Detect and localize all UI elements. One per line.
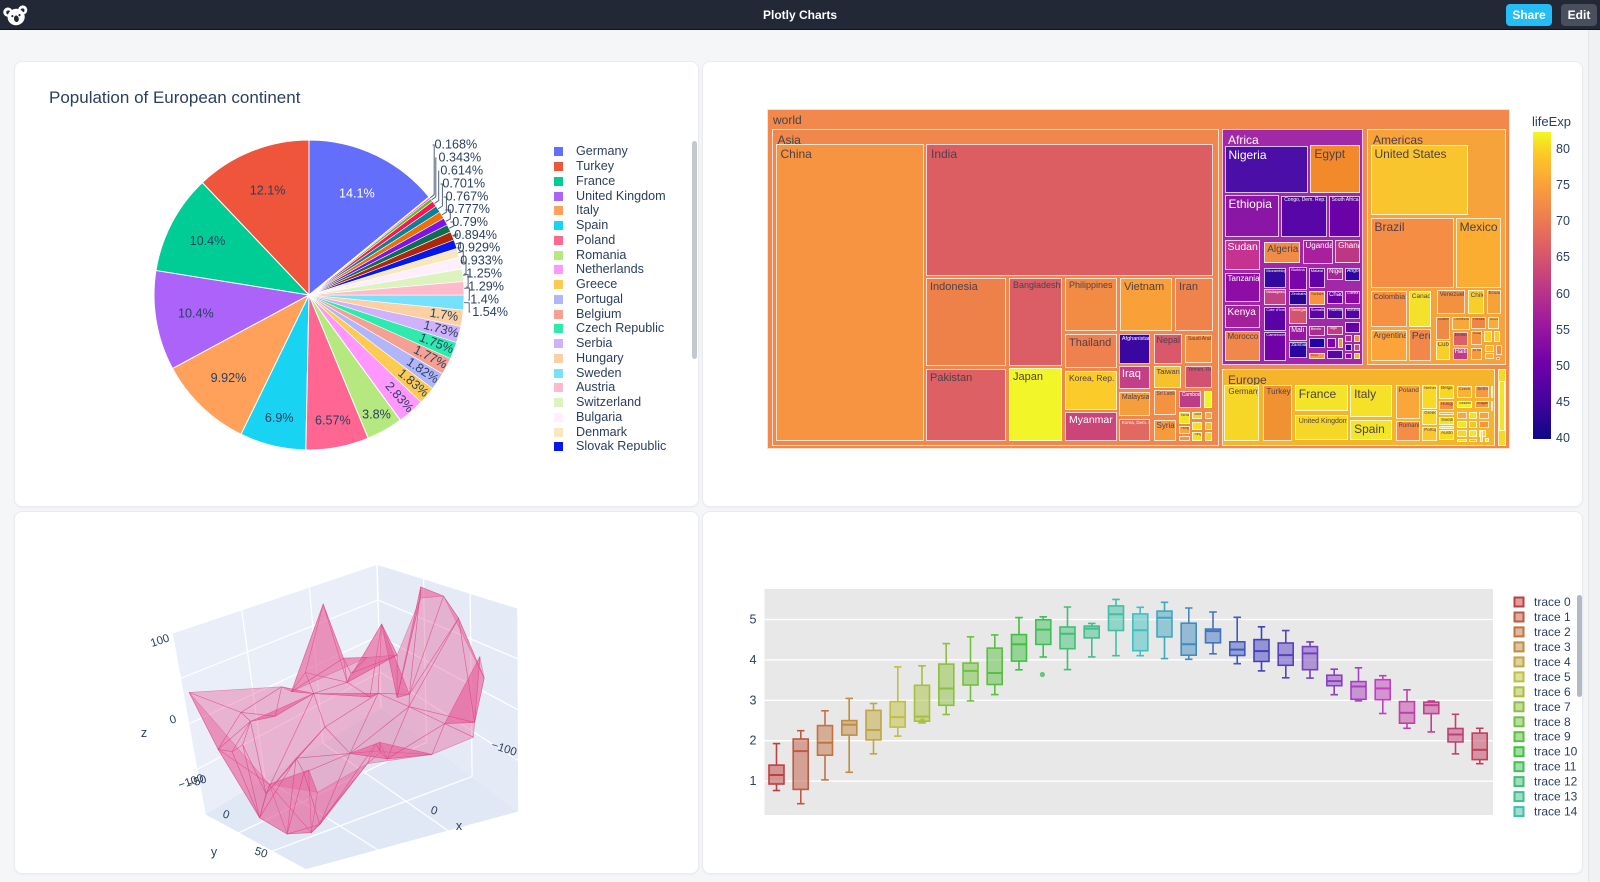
svg-text:12.1%: 12.1% — [250, 184, 286, 198]
svg-text:0.777%: 0.777% — [447, 202, 490, 216]
svg-text:0.894%: 0.894% — [454, 228, 497, 242]
svg-text:14.1%: 14.1% — [339, 187, 375, 201]
svg-text:trace 5: trace 5 — [1534, 670, 1571, 684]
svg-text:trace 0: trace 0 — [1534, 595, 1571, 609]
svg-text:3.8%: 3.8% — [362, 408, 391, 422]
svg-text:0.929%: 0.929% — [458, 240, 501, 254]
svg-text:trace 3: trace 3 — [1534, 640, 1571, 654]
svg-text:1.4%: 1.4% — [470, 292, 499, 306]
svg-text:100: 100 — [149, 632, 171, 649]
svg-text:10.4%: 10.4% — [190, 234, 226, 248]
svg-text:trace 13: trace 13 — [1534, 790, 1578, 804]
svg-text:z: z — [141, 726, 147, 740]
svg-text:trace 1: trace 1 — [1534, 610, 1571, 624]
svg-text:trace 7: trace 7 — [1534, 700, 1571, 714]
svg-text:trace 12: trace 12 — [1534, 775, 1578, 789]
svg-text:trace 9: trace 9 — [1534, 730, 1571, 744]
svg-text:0: 0 — [221, 808, 231, 821]
svg-text:1.25%: 1.25% — [466, 266, 502, 280]
svg-text:50: 50 — [253, 845, 269, 860]
svg-text:0.343%: 0.343% — [439, 150, 482, 164]
svg-text:trace 8: trace 8 — [1534, 715, 1571, 729]
svg-text:0: 0 — [168, 713, 178, 726]
svg-text:6.9%: 6.9% — [265, 411, 294, 425]
svg-text:trace 6: trace 6 — [1534, 685, 1571, 699]
svg-text:trace 2: trace 2 — [1534, 625, 1571, 639]
svg-text:1.29%: 1.29% — [468, 279, 504, 293]
svg-text:1.7%: 1.7% — [429, 306, 459, 324]
svg-text:10.4%: 10.4% — [178, 307, 214, 321]
svg-text:0.168%: 0.168% — [435, 137, 478, 151]
svg-text:0.614%: 0.614% — [440, 163, 483, 177]
svg-text:y: y — [211, 845, 218, 859]
svg-text:4: 4 — [750, 653, 757, 667]
svg-text:x: x — [456, 819, 463, 833]
svg-text:0.701%: 0.701% — [442, 176, 485, 190]
svg-text:6.57%: 6.57% — [315, 414, 351, 428]
svg-text:0.79%: 0.79% — [452, 215, 488, 229]
svg-text:trace 4: trace 4 — [1534, 655, 1571, 669]
svg-text:−50: −50 — [186, 773, 208, 790]
svg-text:0: 0 — [429, 804, 439, 817]
svg-text:1.54%: 1.54% — [472, 305, 508, 319]
svg-text:trace 11: trace 11 — [1534, 760, 1577, 774]
svg-text:0.767%: 0.767% — [446, 189, 489, 203]
svg-text:9.92%: 9.92% — [211, 371, 247, 385]
svg-text:2: 2 — [750, 734, 757, 748]
svg-text:3: 3 — [750, 693, 757, 707]
svg-text:trace 10: trace 10 — [1534, 745, 1578, 759]
svg-text:1: 1 — [750, 774, 757, 788]
svg-text:0.933%: 0.933% — [460, 253, 503, 267]
svg-text:5: 5 — [750, 613, 757, 627]
svg-text:trace 14: trace 14 — [1534, 805, 1578, 819]
